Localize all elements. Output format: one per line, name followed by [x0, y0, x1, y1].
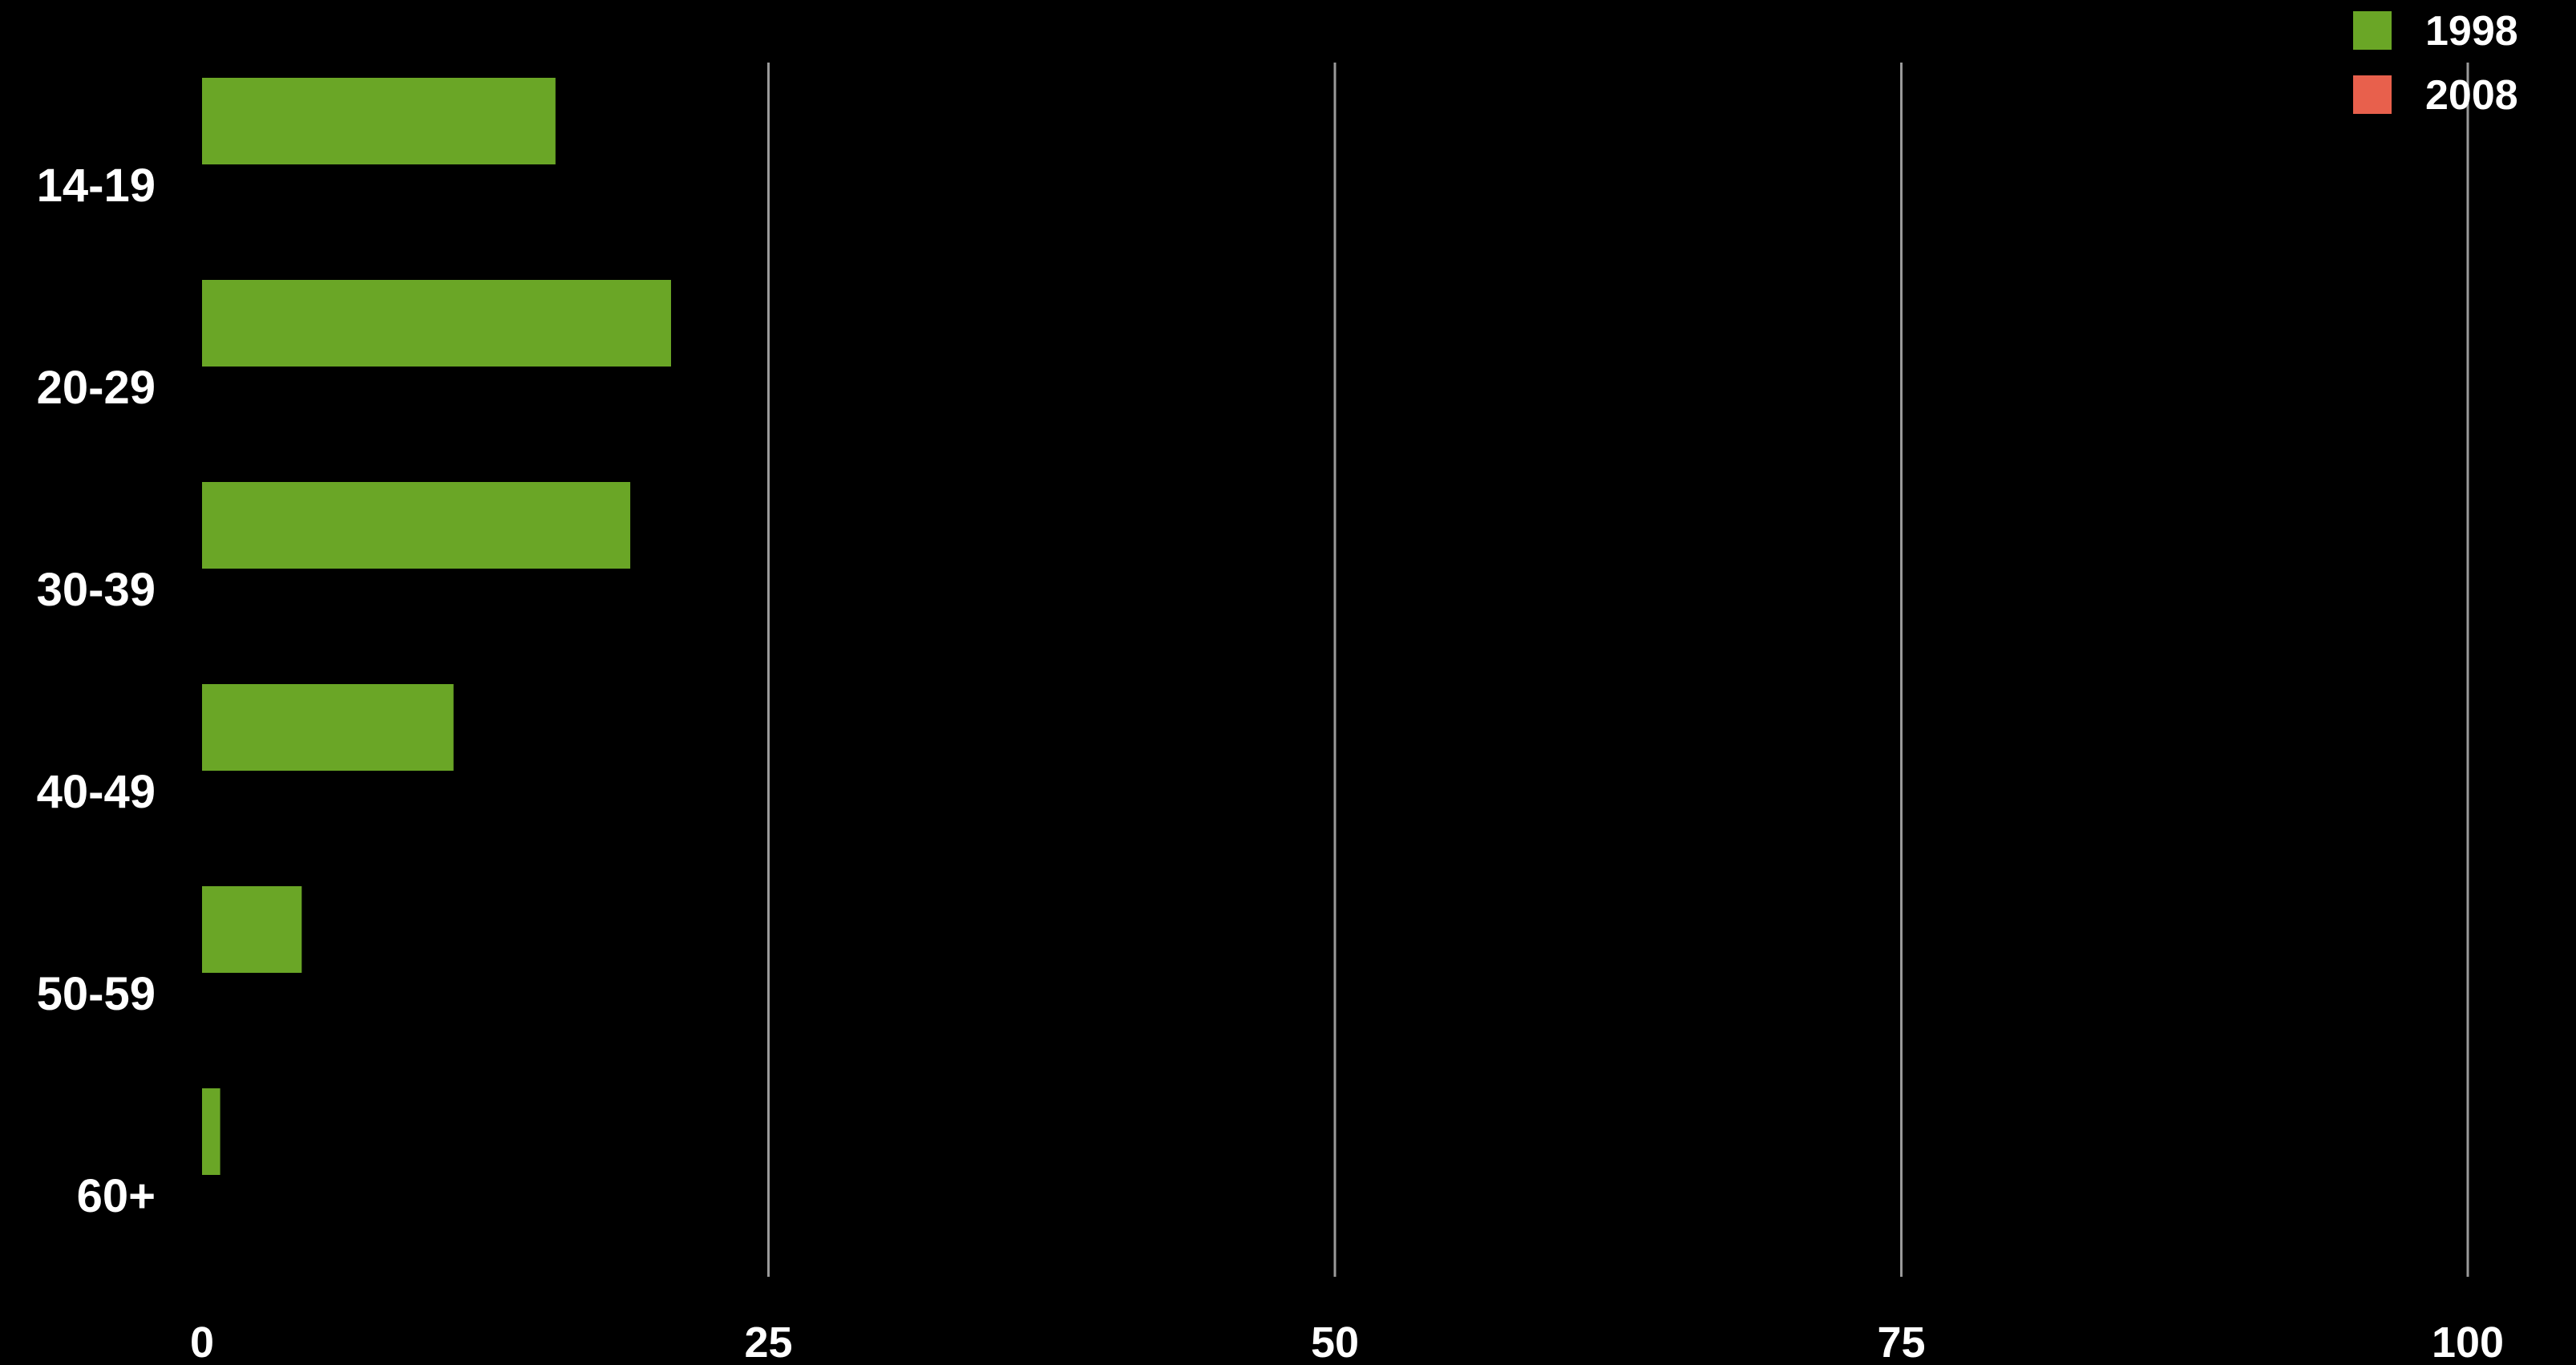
- legend: 1998 2008: [2353, 8, 2518, 119]
- category-labels: 14-19 20-29 30-39 40-49 50-59 60+: [37, 160, 156, 1222]
- legend-label-2008: 2008: [2425, 72, 2518, 119]
- category-label: 60+: [77, 1170, 156, 1222]
- gridlines: [767, 63, 2469, 1277]
- bar-1998-60+: [202, 1088, 220, 1175]
- bar-1998-40-49: [202, 684, 454, 771]
- category-label: 14-19: [37, 160, 156, 212]
- x-tick-label: 100: [2432, 1318, 2504, 1365]
- legend-swatch-2008: [2353, 75, 2392, 114]
- bar-1998-50-59: [202, 886, 302, 973]
- x-tick-label: 0: [190, 1318, 214, 1365]
- bar-1998-14-19: [202, 78, 556, 164]
- x-tick-labels: 0 25 50 75 100: [190, 1318, 2504, 1365]
- category-label: 40-49: [37, 766, 156, 818]
- category-label: 20-29: [37, 362, 156, 414]
- legend-swatch-1998: [2353, 11, 2392, 50]
- x-tick-label: 50: [1311, 1318, 1359, 1365]
- category-label: 30-39: [37, 564, 156, 616]
- x-tick-label: 25: [744, 1318, 792, 1365]
- category-label: 50-59: [37, 968, 156, 1020]
- bars: [202, 78, 671, 1175]
- bar-1998-20-29: [202, 280, 671, 367]
- legend-label-1998: 1998: [2425, 8, 2518, 55]
- x-tick-label: 75: [1877, 1318, 1925, 1365]
- bar-1998-30-39: [202, 482, 631, 569]
